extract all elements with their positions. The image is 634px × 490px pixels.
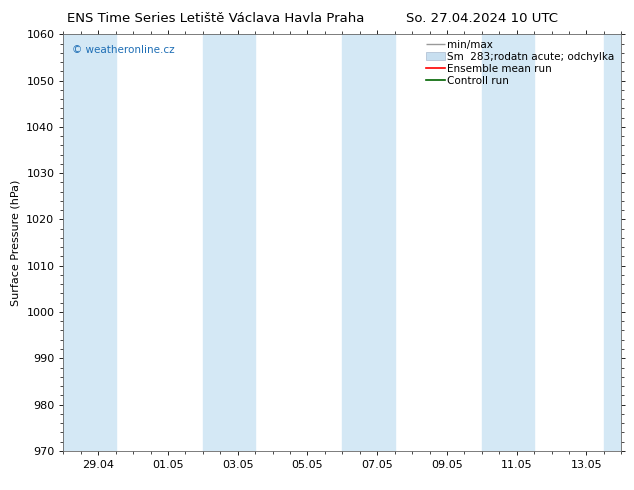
Bar — [342, 34, 394, 451]
Text: © weatheronline.cz: © weatheronline.cz — [72, 45, 174, 55]
Bar — [604, 34, 621, 451]
Text: So. 27.04.2024 10 UTC: So. 27.04.2024 10 UTC — [406, 12, 558, 25]
Legend: min/max, Sm  283;rodatn acute; odchylka, Ensemble mean run, Controll run: min/max, Sm 283;rodatn acute; odchylka, … — [424, 37, 618, 88]
Bar — [482, 34, 534, 451]
Text: ENS Time Series Letiště Václava Havla Praha: ENS Time Series Letiště Václava Havla Pr… — [67, 12, 365, 25]
Bar — [203, 34, 255, 451]
Y-axis label: Surface Pressure (hPa): Surface Pressure (hPa) — [11, 179, 21, 306]
Bar — [63, 34, 115, 451]
